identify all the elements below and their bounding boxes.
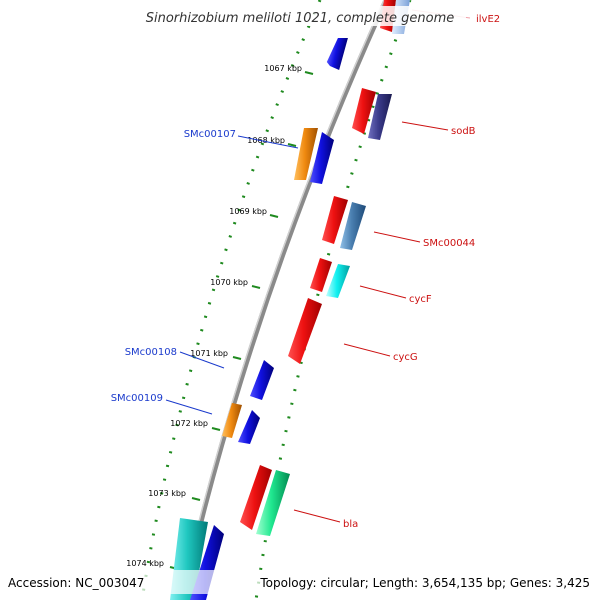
gene-label[interactable]: bla xyxy=(343,519,358,530)
gene-label[interactable]: sodB xyxy=(451,126,476,137)
gene-feature[interactable] xyxy=(310,258,332,292)
ruler-label: 1072 kbp xyxy=(170,419,208,428)
ruler-label: 1070 kbp xyxy=(210,278,248,287)
accession-text: Accession: NC_003047 xyxy=(8,576,144,590)
ruler-track-inner xyxy=(140,0,322,600)
gene-label[interactable]: SMc00109 xyxy=(111,393,163,404)
gene-feature[interactable] xyxy=(294,128,318,180)
ruler-label: 1067 kbp xyxy=(264,64,302,73)
gene-feature[interactable] xyxy=(322,196,348,244)
map-title: Sinorhizobium meliloti 1021, complete ge… xyxy=(146,11,455,26)
gene-feature[interactable] xyxy=(240,465,272,530)
genome-backbone-highlight xyxy=(179,0,385,600)
footer-backdrop xyxy=(0,570,600,594)
title-backdrop xyxy=(130,6,466,26)
topology-text: Topology: circular; Length: 3,654,135 bp… xyxy=(259,576,590,590)
forward-strand-genes xyxy=(240,0,410,536)
gene-label[interactable]: cycF xyxy=(409,294,432,305)
gene-label[interactable]: SMc00107 xyxy=(184,129,236,140)
ruler-label: 1071 kbp xyxy=(190,349,228,358)
gene-feature[interactable] xyxy=(340,202,366,250)
gene-label[interactable]: SMc00108 xyxy=(125,347,177,358)
gene-feature[interactable] xyxy=(325,38,348,70)
ruler-major-ticks xyxy=(169,71,314,570)
ruler-label: 1073 kbp xyxy=(148,489,186,498)
gene-labels: SMc00107 SMc00108 SMc00109 ilvE2 sodB SM… xyxy=(111,14,500,530)
gene-feature[interactable] xyxy=(310,132,334,184)
ruler-label: 1069 kbp xyxy=(229,207,267,216)
gene-label[interactable]: cycG xyxy=(393,352,418,363)
ruler-label: 1074 kbp xyxy=(126,559,164,568)
gene-feature[interactable] xyxy=(238,410,260,444)
ruler-label: 1068 kbp xyxy=(247,136,285,145)
gene-label[interactable]: ilvE2 xyxy=(476,14,500,25)
reverse-strand-genes xyxy=(170,38,348,600)
gene-feature[interactable] xyxy=(250,360,274,400)
genome-backbone xyxy=(179,0,389,600)
ruler-labels: 1067 kbp 1068 kbp 1069 kbp 1070 kbp 1071… xyxy=(126,64,302,568)
gene-feature[interactable] xyxy=(288,298,322,364)
gene-feature[interactable] xyxy=(368,94,392,140)
gene-feature[interactable] xyxy=(256,470,290,536)
gene-feature[interactable] xyxy=(222,403,242,438)
gene-feature[interactable] xyxy=(326,264,350,298)
gene-label[interactable]: SMc00044 xyxy=(423,238,475,249)
ruler-track-outer xyxy=(254,0,412,600)
gene-feature[interactable] xyxy=(352,88,376,134)
